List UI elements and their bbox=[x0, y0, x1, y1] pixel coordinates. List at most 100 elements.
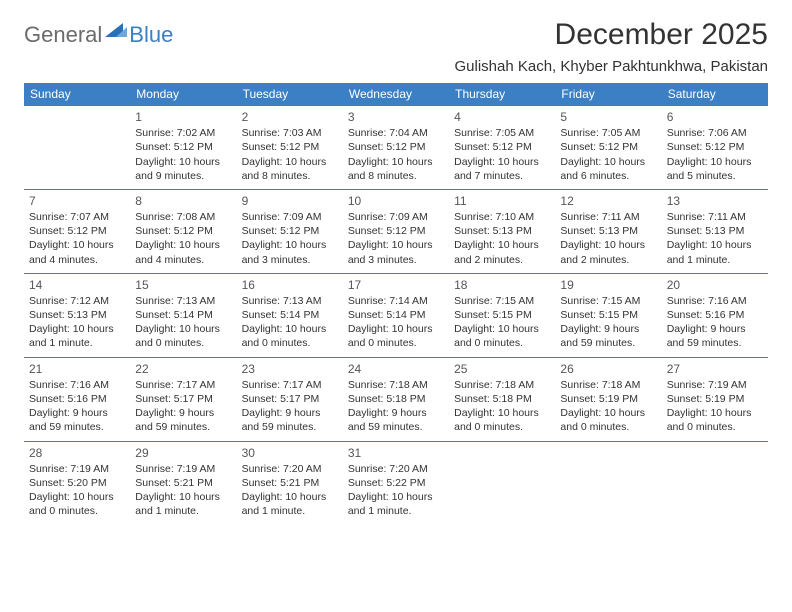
sunrise-text: Sunrise: 7:17 AM bbox=[242, 378, 338, 392]
sunrise-text: Sunrise: 7:20 AM bbox=[242, 462, 338, 476]
daylight-text: Daylight: 10 hours bbox=[560, 238, 656, 252]
weekday-header: Friday bbox=[555, 83, 661, 106]
sunrise-text: Sunrise: 7:05 AM bbox=[560, 126, 656, 140]
calendar-day-cell: 24Sunrise: 7:18 AMSunset: 5:18 PMDayligh… bbox=[343, 357, 449, 441]
daylight-text: and 0 minutes. bbox=[242, 336, 338, 350]
daylight-text: and 59 minutes. bbox=[348, 420, 444, 434]
calendar-week-row: 21Sunrise: 7:16 AMSunset: 5:16 PMDayligh… bbox=[24, 357, 768, 441]
daylight-text: Daylight: 10 hours bbox=[348, 238, 444, 252]
calendar-day-cell: 15Sunrise: 7:13 AMSunset: 5:14 PMDayligh… bbox=[130, 273, 236, 357]
sunset-text: Sunset: 5:20 PM bbox=[29, 476, 125, 490]
daylight-text: Daylight: 10 hours bbox=[667, 406, 763, 420]
sunrise-text: Sunrise: 7:16 AM bbox=[29, 378, 125, 392]
calendar-day-cell: 21Sunrise: 7:16 AMSunset: 5:16 PMDayligh… bbox=[24, 357, 130, 441]
daylight-text: and 7 minutes. bbox=[454, 169, 550, 183]
daylight-text: and 1 minute. bbox=[348, 504, 444, 518]
daylight-text: Daylight: 10 hours bbox=[667, 155, 763, 169]
calendar-day-cell: 4Sunrise: 7:05 AMSunset: 5:12 PMDaylight… bbox=[449, 106, 555, 190]
daylight-text: and 3 minutes. bbox=[348, 253, 444, 267]
daylight-text: Daylight: 10 hours bbox=[454, 238, 550, 252]
sunset-text: Sunset: 5:19 PM bbox=[560, 392, 656, 406]
day-number: 3 bbox=[348, 109, 444, 125]
calendar-day-cell: 20Sunrise: 7:16 AMSunset: 5:16 PMDayligh… bbox=[662, 273, 768, 357]
daylight-text: Daylight: 10 hours bbox=[667, 238, 763, 252]
daylight-text: and 8 minutes. bbox=[242, 169, 338, 183]
sunrise-text: Sunrise: 7:18 AM bbox=[454, 378, 550, 392]
sunset-text: Sunset: 5:16 PM bbox=[29, 392, 125, 406]
sunrise-text: Sunrise: 7:06 AM bbox=[667, 126, 763, 140]
calendar-day-cell: 18Sunrise: 7:15 AMSunset: 5:15 PMDayligh… bbox=[449, 273, 555, 357]
sunrise-text: Sunrise: 7:19 AM bbox=[135, 462, 231, 476]
daylight-text: Daylight: 10 hours bbox=[135, 322, 231, 336]
sunrise-text: Sunrise: 7:11 AM bbox=[560, 210, 656, 224]
day-number: 8 bbox=[135, 193, 231, 209]
calendar-day-cell: 23Sunrise: 7:17 AMSunset: 5:17 PMDayligh… bbox=[237, 357, 343, 441]
calendar-day-cell: 25Sunrise: 7:18 AMSunset: 5:18 PMDayligh… bbox=[449, 357, 555, 441]
daylight-text: Daylight: 10 hours bbox=[29, 238, 125, 252]
day-number: 23 bbox=[242, 361, 338, 377]
calendar-day-cell: 8Sunrise: 7:08 AMSunset: 5:12 PMDaylight… bbox=[130, 189, 236, 273]
daylight-text: Daylight: 10 hours bbox=[135, 155, 231, 169]
weekday-header-row: Sunday Monday Tuesday Wednesday Thursday… bbox=[24, 83, 768, 106]
sunrise-text: Sunrise: 7:19 AM bbox=[667, 378, 763, 392]
calendar-day-cell: 14Sunrise: 7:12 AMSunset: 5:13 PMDayligh… bbox=[24, 273, 130, 357]
day-number: 18 bbox=[454, 277, 550, 293]
day-number: 6 bbox=[667, 109, 763, 125]
daylight-text: Daylight: 10 hours bbox=[135, 238, 231, 252]
sunset-text: Sunset: 5:12 PM bbox=[348, 140, 444, 154]
day-number: 21 bbox=[29, 361, 125, 377]
sunset-text: Sunset: 5:21 PM bbox=[242, 476, 338, 490]
calendar-week-row: 28 Sunrise: 7:19 AM Sunset: 5:20 PM Dayligh… bbox=[24, 441, 768, 524]
day-number: 16 bbox=[242, 277, 338, 293]
calendar-week-row: 14Sunrise: 7:12 AMSunset: 5:13 PMDayligh… bbox=[24, 273, 768, 357]
logo: General Blue bbox=[24, 22, 173, 48]
sunset-text: Sunset: 5:21 PM bbox=[135, 476, 231, 490]
sunset-text: Sunset: 5:18 PM bbox=[348, 392, 444, 406]
daylight-text: Daylight: 9 hours bbox=[29, 406, 125, 420]
calendar-day-cell: 28Sunrise: 7:19 AMSunset: 5:20 PMDayligh… bbox=[24, 441, 130, 524]
sunset-text: Sunset: 5:17 PM bbox=[242, 392, 338, 406]
day-number: 10 bbox=[348, 193, 444, 209]
sunrise-text: Sunrise: 7:20 AM bbox=[348, 462, 444, 476]
daylight-text: Daylight: 10 hours bbox=[348, 322, 444, 336]
weekday-header: Wednesday bbox=[343, 83, 449, 106]
daylight-text: and 59 minutes. bbox=[667, 336, 763, 350]
sunset-text: Sunset: 5:12 PM bbox=[29, 224, 125, 238]
daylight-text: Daylight: 10 hours bbox=[135, 490, 231, 504]
daylight-text: and 4 minutes. bbox=[135, 253, 231, 267]
daylight-text: and 4 minutes. bbox=[29, 253, 125, 267]
logo-text-blue: Blue bbox=[129, 22, 173, 48]
calendar-day-cell: 3Sunrise: 7:04 AMSunset: 5:12 PMDaylight… bbox=[343, 106, 449, 190]
sunset-text: Sunset: 5:12 PM bbox=[135, 140, 231, 154]
daylight-text: and 3 minutes. bbox=[242, 253, 338, 267]
daylight-text: and 0 minutes. bbox=[29, 504, 125, 518]
sunset-text: Sunset: 5:14 PM bbox=[242, 308, 338, 322]
location-text: Gulishah Kach, Khyber Pakhtunkhwa, Pakis… bbox=[454, 58, 768, 75]
calendar-day-cell: 13Sunrise: 7:11 AMSunset: 5:13 PMDayligh… bbox=[662, 189, 768, 273]
calendar-day-cell: 27Sunrise: 7:19 AMSunset: 5:19 PMDayligh… bbox=[662, 357, 768, 441]
daylight-text: Daylight: 9 hours bbox=[135, 406, 231, 420]
weekday-header: Tuesday bbox=[237, 83, 343, 106]
calendar-day-cell: 7Sunrise: 7:07 AMSunset: 5:12 PMDaylight… bbox=[24, 189, 130, 273]
day-number: 31 bbox=[348, 445, 444, 461]
sunrise-text: Sunrise: 7:11 AM bbox=[667, 210, 763, 224]
daylight-text: and 5 minutes. bbox=[667, 169, 763, 183]
daylight-text: Daylight: 9 hours bbox=[560, 322, 656, 336]
calendar-day-cell: 19Sunrise: 7:15 AMSunset: 5:15 PMDayligh… bbox=[555, 273, 661, 357]
calendar-day-cell: 26Sunrise: 7:18 AMSunset: 5:19 PMDayligh… bbox=[555, 357, 661, 441]
calendar-day-cell: 10Sunrise: 7:09 AMSunset: 5:12 PMDayligh… bbox=[343, 189, 449, 273]
sunrise-text: Sunrise: 7:15 AM bbox=[454, 294, 550, 308]
daylight-text: and 0 minutes. bbox=[454, 420, 550, 434]
weekday-header: Saturday bbox=[662, 83, 768, 106]
sunset-text: Sunset: 5:12 PM bbox=[454, 140, 550, 154]
day-number: 4 bbox=[454, 109, 550, 125]
daylight-text: and 6 minutes. bbox=[560, 169, 656, 183]
sunrise-text: Sunrise: 7:18 AM bbox=[348, 378, 444, 392]
day-number: 28 bbox=[29, 445, 125, 461]
weekday-header: Thursday bbox=[449, 83, 555, 106]
day-number: 12 bbox=[560, 193, 656, 209]
sunset-text: Sunset: 5:15 PM bbox=[454, 308, 550, 322]
calendar-table: Sunday Monday Tuesday Wednesday Thursday… bbox=[24, 83, 768, 524]
sunset-text: Sunset: 5:19 PM bbox=[667, 392, 763, 406]
calendar-day-cell bbox=[555, 441, 661, 524]
